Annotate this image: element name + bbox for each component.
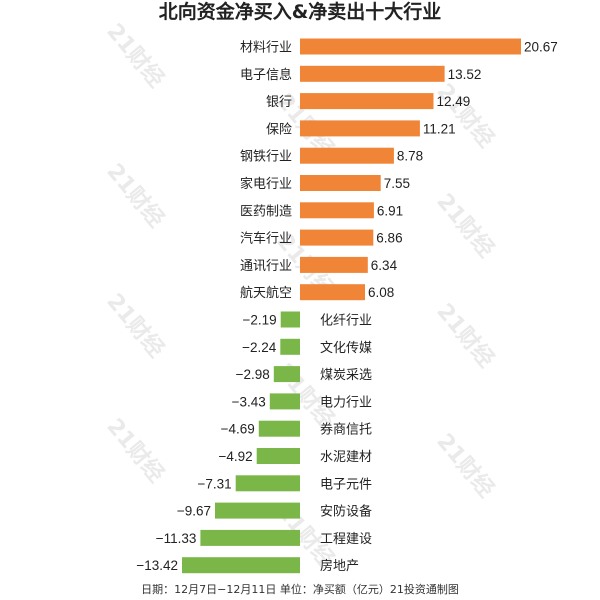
bar-10 xyxy=(300,284,365,301)
category-label: 通讯行业 xyxy=(240,259,292,274)
value-label: 7.55 xyxy=(384,176,410,191)
bar-16 xyxy=(256,448,300,464)
category-label: 文化传媒 xyxy=(320,341,372,356)
category-label: 材料行业 xyxy=(240,41,292,56)
bar-18 xyxy=(215,502,300,519)
category-label: 安防设备 xyxy=(320,504,372,520)
bar-9 xyxy=(300,256,368,273)
bar-4 xyxy=(300,120,420,137)
bar-11 xyxy=(280,311,300,328)
watermark: 21财经 xyxy=(431,79,499,153)
bar-19 xyxy=(200,529,300,546)
category-label: 钢铁行业 xyxy=(240,150,292,165)
category-label: 化纤行业 xyxy=(320,314,372,329)
value-label: −4.92 xyxy=(219,449,253,464)
value-label: −2.19 xyxy=(243,313,277,328)
category-label: 电子信息 xyxy=(240,67,292,83)
value-label: 6.08 xyxy=(368,285,394,300)
value-label: −11.33 xyxy=(156,531,197,546)
chart-footer: 日期：12月7日−12月11日 单位：净买额（亿元）21投资通制图 xyxy=(141,582,459,596)
chart-title: 北向资金净买入&净卖出十大行业 xyxy=(159,0,442,23)
value-label: 8.78 xyxy=(397,149,423,164)
bar-17 xyxy=(235,475,300,492)
value-label: 6.34 xyxy=(371,258,398,273)
bar-8 xyxy=(300,229,374,246)
value-label: −4.69 xyxy=(221,422,255,437)
bar-7 xyxy=(300,202,374,219)
category-label: 医药制造 xyxy=(240,204,292,219)
category-label: 煤炭采选 xyxy=(320,368,372,383)
value-label: −7.31 xyxy=(198,476,232,491)
bar-1 xyxy=(300,38,521,55)
chart-marks: 材料行业 20.67 电子信息 13.52 银行 12.49 保险 11.21 钢铁行业 8.78… xyxy=(136,38,558,574)
watermark: 21财经 xyxy=(101,159,169,233)
bar-12 xyxy=(280,338,300,355)
category-label: 工程建设 xyxy=(320,532,372,547)
value-label: −2.98 xyxy=(236,367,270,382)
category-label: 银行 xyxy=(266,95,292,110)
value-label: 13.52 xyxy=(448,67,482,82)
value-label: 20.67 xyxy=(524,40,558,55)
watermark: 21财经 xyxy=(431,189,499,263)
category-label: 航天航空 xyxy=(240,285,292,301)
category-label: 家电行业 xyxy=(240,176,292,192)
category-label: 保险 xyxy=(266,122,292,137)
value-label: 12.49 xyxy=(437,94,471,109)
category-label: 水泥建材 xyxy=(320,450,372,465)
value-label: −9.67 xyxy=(177,504,211,519)
bar-14 xyxy=(269,393,300,410)
bar-3 xyxy=(300,93,434,110)
watermark: 21财经 xyxy=(101,414,169,488)
category-label: 房地产 xyxy=(320,558,359,574)
bar-6 xyxy=(300,175,381,191)
value-label: 11.21 xyxy=(423,121,456,136)
bar-20 xyxy=(182,557,300,574)
value-label: −2.24 xyxy=(242,340,277,355)
watermark: 21财经 xyxy=(101,19,169,93)
category-label: 电子元件 xyxy=(320,477,372,492)
bar-2 xyxy=(300,65,445,82)
value-label: 6.86 xyxy=(376,231,402,246)
value-label: 6.91 xyxy=(377,203,403,218)
value-label: −13.42 xyxy=(136,558,178,573)
bar-15 xyxy=(258,420,300,437)
bar-5 xyxy=(300,147,394,164)
watermark: 21财经 xyxy=(101,289,169,363)
watermark: 21财经 xyxy=(431,299,499,373)
category-label: 券商信托 xyxy=(320,422,372,438)
category-label: 电力行业 xyxy=(320,395,372,410)
bar-13 xyxy=(273,366,300,383)
watermark: 21财经 xyxy=(431,429,499,503)
category-label: 汽车行业 xyxy=(240,231,292,247)
value-label: −3.43 xyxy=(232,394,266,409)
